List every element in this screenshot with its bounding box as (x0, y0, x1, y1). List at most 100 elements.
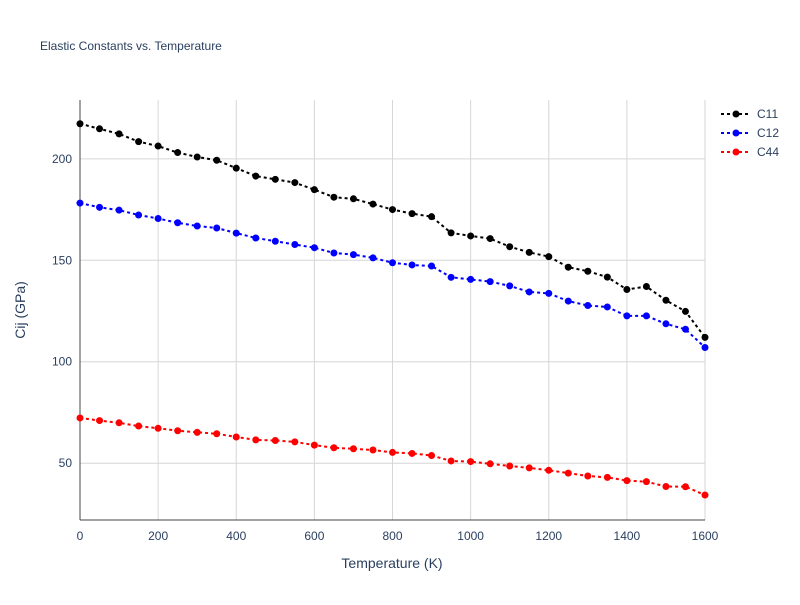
data-point-c11[interactable] (232, 164, 240, 172)
data-point-c12[interactable] (389, 259, 396, 267)
data-point-c11[interactable] (584, 267, 592, 275)
data-point-c12[interactable] (564, 297, 572, 305)
data-point-c12[interactable] (310, 244, 318, 252)
data-point-c44[interactable] (428, 451, 436, 459)
data-point-c12[interactable] (115, 206, 123, 214)
data-point-c11[interactable] (681, 307, 689, 315)
data-point-c44[interactable] (584, 472, 592, 480)
data-point-c44[interactable] (642, 478, 650, 486)
data-point-c12[interactable] (271, 237, 279, 245)
data-point-c11[interactable] (701, 333, 709, 341)
data-point-c11[interactable] (154, 142, 162, 150)
data-point-c11[interactable] (545, 253, 553, 261)
legend-item-c11[interactable]: C11 (721, 107, 778, 121)
data-point-c12[interactable] (584, 302, 592, 310)
data-point-c11[interactable] (447, 229, 455, 237)
data-point-c12[interactable] (291, 240, 299, 248)
data-point-c11[interactable] (408, 210, 416, 218)
data-point-c12[interactable] (447, 273, 455, 281)
data-point-c44[interactable] (271, 436, 279, 444)
data-point-c11[interactable] (603, 273, 611, 281)
data-point-c44[interactable] (525, 464, 533, 472)
data-point-c44[interactable] (252, 436, 260, 444)
data-point-c44[interactable] (701, 491, 709, 499)
data-point-c12[interactable] (252, 234, 260, 242)
data-point-c12[interactable] (467, 275, 475, 283)
legend[interactable]: C11 C12 C44 (721, 107, 779, 159)
data-point-c44[interactable] (291, 438, 299, 446)
legend-item-c12[interactable]: C12 (721, 126, 779, 140)
data-point-c44[interactable] (603, 473, 611, 481)
data-point-c44[interactable] (135, 422, 143, 430)
data-point-c11[interactable] (467, 232, 475, 240)
data-point-c11[interactable] (662, 296, 670, 304)
data-point-c44[interactable] (506, 462, 514, 470)
data-point-c44[interactable] (447, 457, 455, 465)
data-point-c44[interactable] (662, 483, 670, 491)
data-point-c44[interactable] (389, 448, 396, 456)
data-point-c11[interactable] (642, 282, 650, 290)
data-point-c11[interactable] (310, 186, 318, 194)
data-point-c12[interactable] (135, 211, 143, 219)
data-point-c11[interactable] (96, 125, 104, 133)
data-point-c12[interactable] (603, 303, 611, 311)
data-point-c11[interactable] (115, 130, 123, 138)
data-point-c12[interactable] (349, 251, 357, 259)
data-point-c11[interactable] (330, 193, 338, 201)
data-point-c44[interactable] (174, 427, 182, 435)
data-point-c12[interactable] (545, 289, 553, 297)
data-point-c44[interactable] (232, 433, 240, 441)
data-point-c11[interactable] (428, 213, 436, 221)
data-point-c11[interactable] (271, 175, 279, 183)
data-point-c12[interactable] (642, 312, 650, 320)
data-point-c44[interactable] (193, 428, 201, 436)
data-point-c11[interactable] (76, 120, 84, 128)
data-point-c44[interactable] (564, 469, 572, 477)
data-point-c12[interactable] (232, 229, 240, 237)
data-point-c44[interactable] (154, 424, 162, 432)
data-point-c44[interactable] (76, 414, 84, 422)
data-point-c12[interactable] (506, 282, 514, 290)
data-point-c11[interactable] (389, 206, 396, 214)
data-point-c11[interactable] (369, 200, 377, 208)
data-point-c12[interactable] (486, 278, 494, 286)
data-point-c12[interactable] (525, 288, 533, 296)
data-point-c12[interactable] (96, 203, 104, 211)
data-point-c12[interactable] (369, 254, 377, 262)
data-point-c11[interactable] (564, 263, 572, 271)
data-point-c44[interactable] (681, 483, 689, 491)
data-point-c12[interactable] (213, 224, 221, 232)
data-point-c12[interactable] (193, 222, 201, 230)
data-point-c12[interactable] (681, 325, 689, 333)
data-point-c44[interactable] (369, 446, 377, 454)
data-point-c12[interactable] (428, 262, 436, 270)
data-point-c11[interactable] (213, 156, 221, 164)
legend-item-c44[interactable]: C44 (721, 145, 779, 159)
data-point-c12[interactable] (76, 199, 84, 207)
data-point-c11[interactable] (193, 153, 201, 161)
data-point-c12[interactable] (330, 249, 338, 257)
data-point-c11[interactable] (506, 243, 514, 251)
data-point-c12[interactable] (662, 320, 670, 328)
data-point-c11[interactable] (291, 179, 299, 187)
data-point-c11[interactable] (349, 195, 357, 203)
data-point-c44[interactable] (349, 445, 357, 453)
data-point-c12[interactable] (623, 312, 631, 320)
data-point-c44[interactable] (213, 430, 221, 438)
data-point-c12[interactable] (174, 219, 182, 227)
data-point-c11[interactable] (174, 149, 182, 157)
data-point-c44[interactable] (115, 419, 123, 427)
data-point-c11[interactable] (135, 138, 143, 146)
data-point-c44[interactable] (96, 417, 104, 425)
data-point-c12[interactable] (408, 261, 416, 269)
data-point-c11[interactable] (525, 248, 533, 256)
data-point-c44[interactable] (467, 458, 475, 466)
data-point-c44[interactable] (545, 466, 553, 474)
data-point-c11[interactable] (252, 172, 260, 180)
data-point-c11[interactable] (623, 286, 631, 294)
data-point-c12[interactable] (701, 344, 709, 352)
data-point-c44[interactable] (486, 460, 494, 468)
data-point-c11[interactable] (486, 235, 494, 243)
data-point-c44[interactable] (408, 449, 416, 457)
data-point-c44[interactable] (623, 477, 631, 485)
